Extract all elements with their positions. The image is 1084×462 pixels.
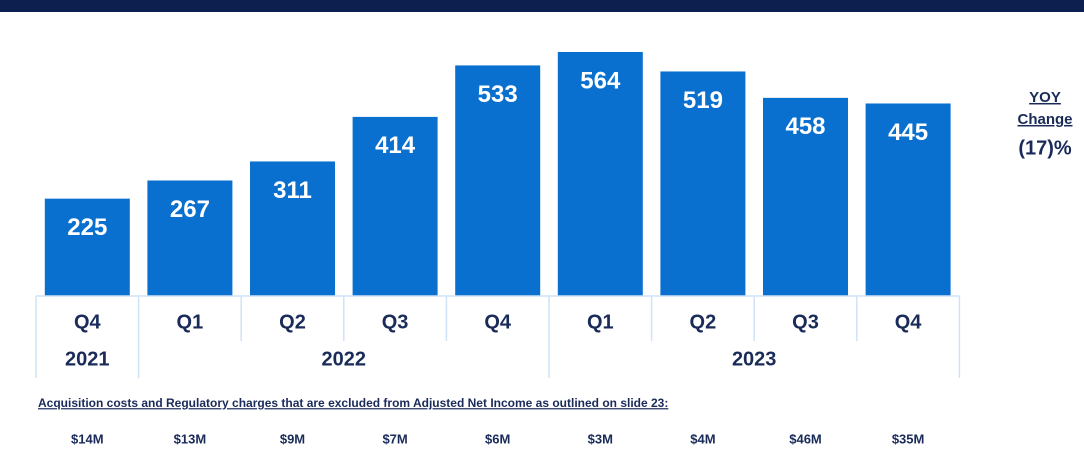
cost-label: $6M	[485, 431, 510, 446]
cost-label: $35M	[892, 431, 925, 446]
x-tick-label: Q2	[279, 311, 306, 333]
bar	[44, 198, 130, 296]
group-label: 2023	[732, 348, 777, 370]
bar	[250, 161, 335, 296]
value-label: 225	[67, 214, 107, 241]
value-label: 564	[580, 67, 621, 94]
value-label: 533	[478, 81, 518, 108]
cost-label: $4M	[690, 431, 715, 446]
value-label: 458	[785, 113, 825, 140]
x-tick-label: Q1	[177, 311, 204, 333]
value-label: 445	[888, 119, 928, 146]
x-tick-label: Q3	[792, 311, 819, 333]
bar	[455, 65, 541, 296]
bar	[352, 116, 438, 296]
x-tick-label: Q4	[895, 311, 923, 333]
value-label: 311	[273, 177, 312, 204]
cost-label: $7M	[382, 431, 407, 446]
cost-label: $46M	[789, 431, 822, 446]
value-label: 267	[170, 196, 210, 223]
bar	[660, 71, 746, 297]
bar	[147, 180, 233, 296]
group-label: 2021	[65, 348, 110, 370]
x-tick-label: Q2	[690, 311, 717, 333]
x-tick-label: Q4	[74, 311, 102, 333]
header-band	[0, 0, 1084, 12]
bar	[865, 103, 951, 296]
cost-label: $3M	[588, 431, 613, 446]
value-label: 414	[375, 132, 416, 159]
value-label: 519	[683, 87, 723, 114]
yoy-value: (17)%	[1018, 137, 1072, 159]
yoy-sublabel: Change	[1017, 111, 1072, 128]
costs-title: Acquisition costs and Regulatory charges…	[38, 396, 668, 410]
x-tick-label: Q3	[382, 311, 409, 333]
cost-label: $14M	[71, 431, 104, 446]
bar	[557, 52, 643, 296]
cost-label: $13M	[174, 431, 207, 446]
bar	[763, 97, 848, 296]
group-label: 2022	[322, 348, 367, 370]
cost-label: $9M	[280, 431, 305, 446]
yoy-label: YOY	[1029, 89, 1061, 106]
x-tick-label: Q1	[587, 311, 614, 333]
x-tick-label: Q4	[484, 311, 512, 333]
